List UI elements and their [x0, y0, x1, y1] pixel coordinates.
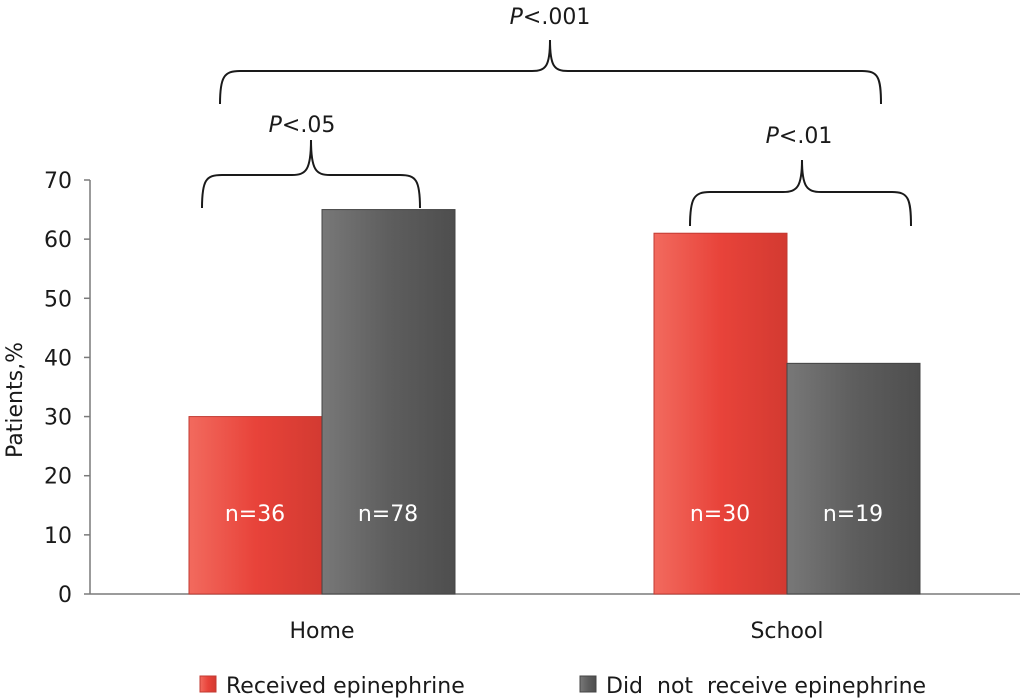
bar-label-received-school: n=30 [690, 502, 750, 527]
y-tick-label: 0 [58, 583, 72, 608]
bracket-home [201, 139, 421, 209]
y-tick-label: 40 [44, 346, 72, 371]
bar-label-not-received-school: n=19 [823, 502, 883, 527]
bracket-school [689, 159, 912, 227]
bar-label-not-received-home: n=78 [358, 502, 418, 527]
category-label-home: Home [290, 619, 355, 644]
y-tick-label: 60 [44, 228, 72, 253]
bar-received-home [188, 416, 323, 595]
y-tick-label: 30 [44, 406, 72, 431]
bracket-home-vs-school [219, 39, 882, 105]
p-value-school: P<.01 [766, 124, 833, 149]
legend: Received epinephrine Did not receive epi… [199, 674, 926, 699]
y-tick-label: 20 [44, 465, 72, 490]
legend-label-not-received: Did not receive epinephrine [606, 674, 926, 699]
legend-label-received: Received epinephrine [226, 674, 465, 699]
y-tick-label: 70 [44, 169, 72, 194]
bar-not-received-school [786, 362, 921, 595]
bar-not-received-home [321, 209, 456, 595]
bar-label-received-home: n=36 [225, 502, 285, 527]
p-value-overall: P<.001 [510, 5, 591, 30]
y-tick-label: 10 [44, 524, 72, 549]
y-tick-label: 50 [44, 287, 72, 312]
category-label-school: School [750, 619, 823, 644]
p-value-home: P<.05 [269, 113, 336, 138]
y-axis-title: Patients,% [3, 342, 28, 458]
bar-received-school [653, 232, 788, 595]
legend-swatch-received [199, 675, 217, 693]
legend-swatch-not-received [579, 675, 597, 693]
y-tick-labels: 0 10 20 30 40 50 60 70 [44, 169, 90, 608]
